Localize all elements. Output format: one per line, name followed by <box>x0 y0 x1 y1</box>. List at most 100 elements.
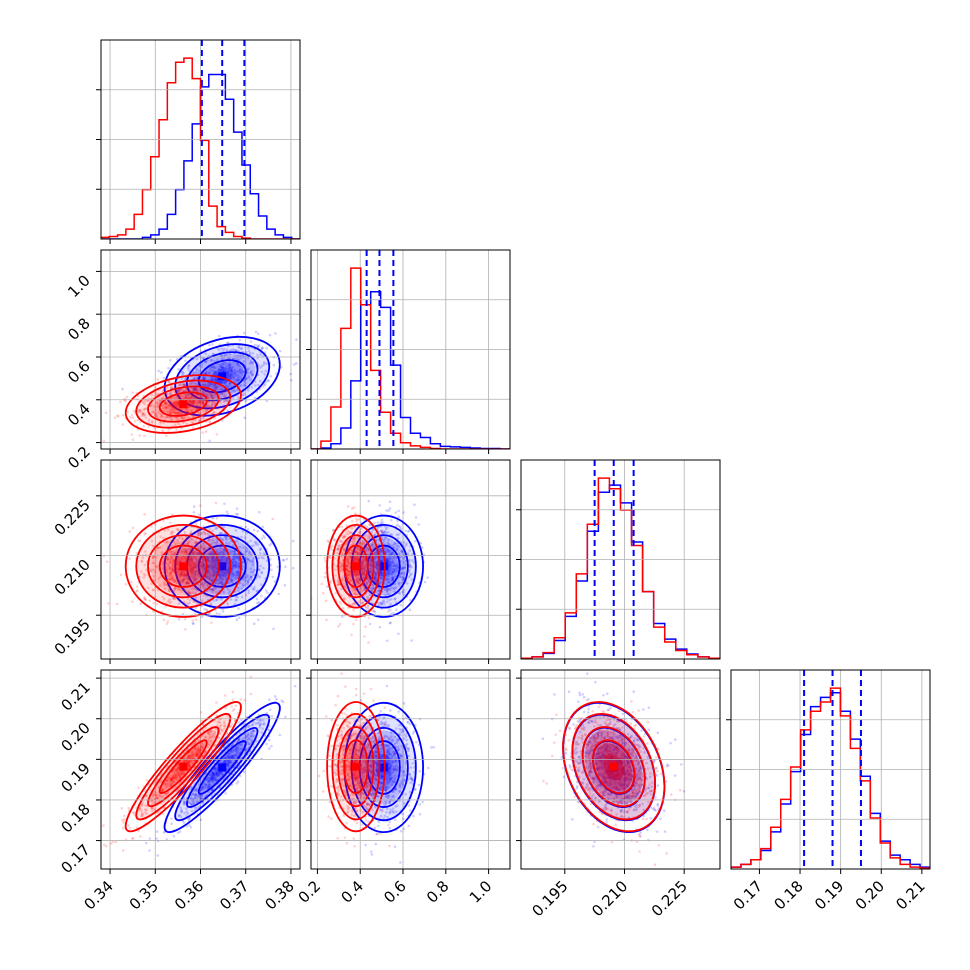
sample-point <box>377 601 381 605</box>
sample-point <box>131 438 135 441</box>
sample-point <box>225 767 229 771</box>
sample-point <box>260 583 263 586</box>
sample-point <box>211 556 215 560</box>
sample-point <box>226 755 229 758</box>
sample-point <box>208 576 212 580</box>
sample-point <box>219 598 223 601</box>
sample-point <box>189 396 192 400</box>
sample-point <box>212 572 216 576</box>
sample-point <box>181 383 185 387</box>
sample-point <box>203 391 206 395</box>
sample-point <box>217 578 221 582</box>
sample-point <box>224 574 228 578</box>
sample-point <box>250 386 254 389</box>
sample-point <box>226 399 229 403</box>
sample-point <box>191 567 194 571</box>
sample-point <box>192 371 196 375</box>
sample-point <box>215 387 218 390</box>
sample-point <box>157 410 160 414</box>
sample-point <box>171 544 174 548</box>
sample-point <box>210 788 214 791</box>
sample-point <box>378 548 382 551</box>
sample-point <box>231 558 235 561</box>
sample-point <box>162 583 166 586</box>
sample-point <box>184 551 187 554</box>
sample-point <box>391 577 395 580</box>
sample-point <box>389 602 392 606</box>
sample-point <box>393 564 396 568</box>
sample-point <box>215 549 219 553</box>
sample-point <box>235 618 239 622</box>
sample-point <box>230 368 233 371</box>
sample-point <box>396 542 399 545</box>
sample-point <box>168 408 172 411</box>
sample-point <box>215 396 219 399</box>
sample-point <box>208 343 211 347</box>
sample-point <box>186 589 190 593</box>
sample-point <box>166 380 170 384</box>
sample-point <box>260 594 263 598</box>
sample-point <box>356 580 360 583</box>
sample-point <box>201 557 205 561</box>
sample-point <box>362 555 365 558</box>
sample-point <box>379 548 383 552</box>
sample-point <box>190 558 194 561</box>
sample-point <box>220 558 224 562</box>
density-peak-0 <box>218 372 227 381</box>
sample-point <box>375 573 378 577</box>
sample-point <box>342 579 345 582</box>
sample-point <box>380 518 384 522</box>
hist-step-0 <box>311 290 510 449</box>
sample-point <box>194 541 198 544</box>
sample-point <box>389 557 393 560</box>
sample-point <box>231 571 234 574</box>
sample-point <box>170 576 173 580</box>
sample-point <box>206 786 210 789</box>
sample-point <box>107 602 110 605</box>
sample-point <box>356 551 360 555</box>
sample-point <box>352 588 356 591</box>
sample-point <box>337 624 340 628</box>
sample-point <box>380 602 384 606</box>
sample-point <box>171 530 175 533</box>
sample-point <box>209 776 213 780</box>
sample-point <box>249 378 253 382</box>
sample-point <box>188 824 191 827</box>
sample-point <box>411 552 414 556</box>
sample-point <box>227 357 230 360</box>
sample-point <box>353 588 357 592</box>
sample-point <box>372 534 376 537</box>
sample-point <box>236 512 240 516</box>
sample-point <box>362 575 365 579</box>
sample-point <box>198 552 202 556</box>
sample-point <box>345 568 348 571</box>
sample-point <box>332 537 336 541</box>
sample-point <box>367 523 371 526</box>
sample-point <box>169 557 173 561</box>
sample-point <box>239 371 242 375</box>
sample-point <box>208 559 211 562</box>
sample-point <box>166 558 170 561</box>
sample-point <box>208 783 212 787</box>
sample-point <box>193 382 197 385</box>
sample-point <box>402 576 406 579</box>
contour-line-1 <box>337 534 375 599</box>
sample-point <box>250 369 253 373</box>
sample-point <box>168 550 172 553</box>
sample-point <box>223 756 227 760</box>
sample-point <box>211 558 214 561</box>
sample-point <box>207 560 210 564</box>
sample-point <box>231 561 235 564</box>
sample-point <box>175 400 179 404</box>
sample-point <box>368 579 371 583</box>
sample-point <box>221 583 224 587</box>
sample-point <box>171 411 175 414</box>
sample-point <box>194 382 198 385</box>
sample-point <box>209 552 212 555</box>
sample-point <box>256 529 259 533</box>
sample-point <box>294 362 298 365</box>
sample-point <box>171 577 175 580</box>
sample-point <box>180 590 184 593</box>
sample-point <box>210 378 213 382</box>
sample-point <box>214 564 217 568</box>
